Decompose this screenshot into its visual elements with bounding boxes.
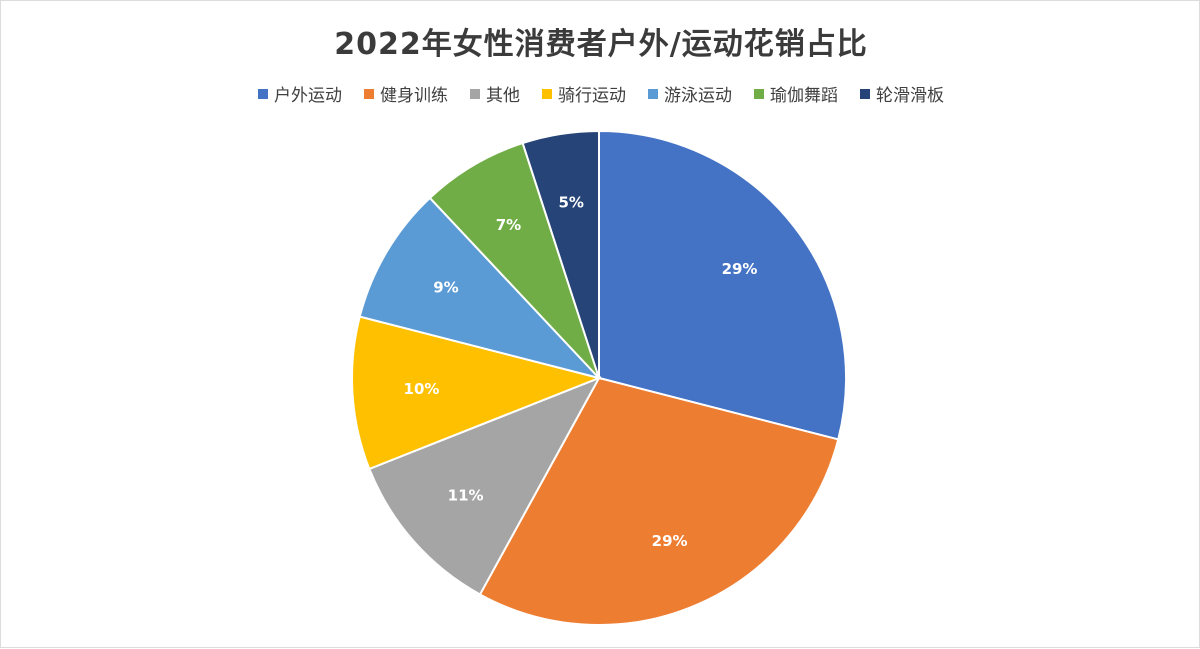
legend-swatch-outdoor <box>258 88 268 99</box>
legend-label-yoga-dance: 瑜伽舞蹈 <box>770 86 838 106</box>
pie-slice-cycling <box>351 315 603 471</box>
pie-label-yoga-dance: 7% <box>496 216 521 234</box>
legend-label-other: 其他 <box>486 86 520 106</box>
pie-label-other: 11% <box>448 487 484 505</box>
pie-slice-fitness <box>478 376 840 626</box>
legend-item-other: 其他 <box>470 81 520 106</box>
legend-label-outdoor: 户外运动 <box>274 86 342 106</box>
pie-labels: 29% 29% 11% 10% 9% 7% 5% <box>404 193 758 550</box>
legend-label-fitness: 健身训练 <box>380 86 448 106</box>
pie-label-cycling: 10% <box>404 380 440 398</box>
legend-swatch-skating <box>860 88 870 99</box>
legend-item-skating: 轮滑滑板 <box>860 81 944 106</box>
pie-slice-other <box>368 376 602 596</box>
pie-slice-skating <box>521 129 600 379</box>
pie-slice-swimming <box>358 196 603 380</box>
pie-label-fitness: 29% <box>652 532 688 550</box>
legend-item-outdoor: 户外运动 <box>258 81 342 106</box>
pie-slice-yoga-dance <box>428 141 600 379</box>
legend-label-swimming: 游泳运动 <box>664 86 732 106</box>
legend-item-yoga-dance: 瑜伽舞蹈 <box>754 81 838 106</box>
legend-swatch-fitness <box>364 88 374 99</box>
pie-slice-outdoor <box>598 129 847 441</box>
pie-label-skating: 5% <box>558 193 583 211</box>
legend-item-cycling: 骑行运动 <box>542 81 626 106</box>
legend-swatch-swimming <box>648 88 658 99</box>
legend-item-fitness: 健身训练 <box>364 81 448 106</box>
chart-legend: 户外运动 健身训练 其他 骑行运动 游泳运动 瑜伽舞蹈 轮滑滑板 <box>1 81 1200 106</box>
legend-swatch-other <box>470 88 480 99</box>
legend-swatch-yoga-dance <box>754 88 764 99</box>
legend-item-swimming: 游泳运动 <box>648 81 732 106</box>
chart-title: 2022年女性消费者户外/运动花销占比 <box>334 27 868 62</box>
legend-swatch-cycling <box>542 88 552 99</box>
pie-label-swimming: 9% <box>433 278 458 296</box>
pie-slices <box>351 129 847 626</box>
legend-label-cycling: 骑行运动 <box>558 86 626 106</box>
legend-label-skating: 轮滑滑板 <box>876 86 944 106</box>
pie-label-outdoor: 29% <box>722 260 758 278</box>
